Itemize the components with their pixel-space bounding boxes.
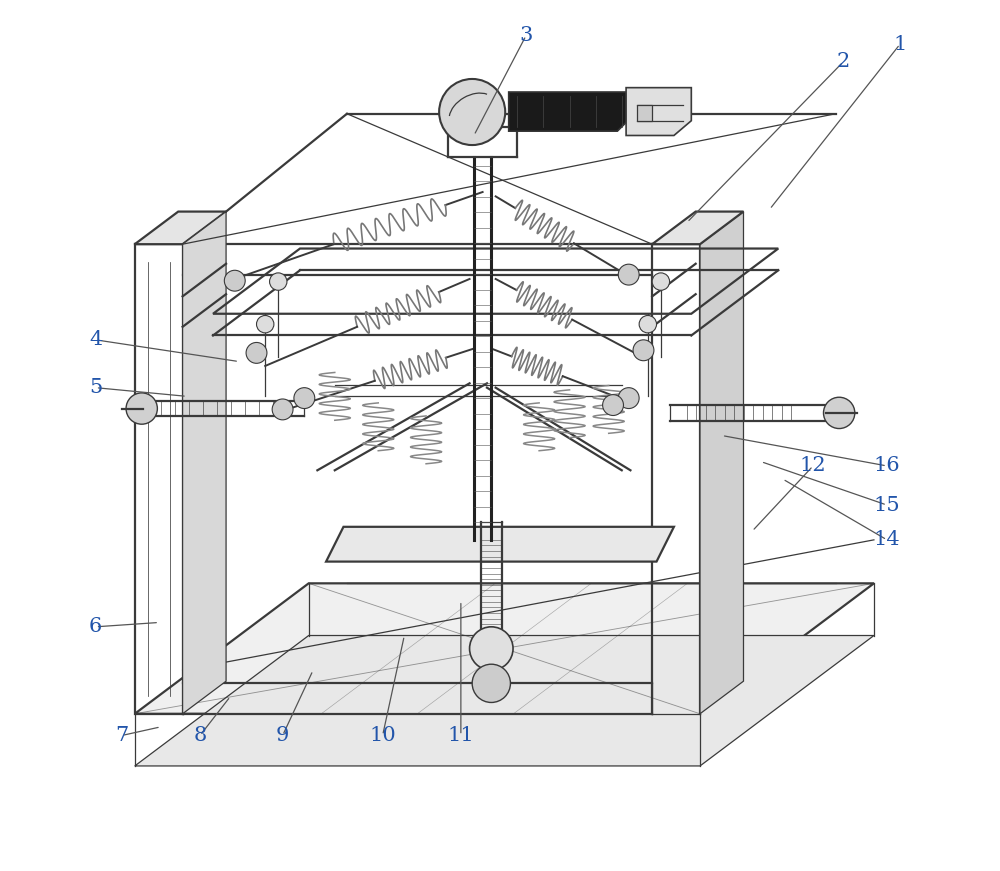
Polygon shape <box>700 212 743 713</box>
Circle shape <box>639 315 657 333</box>
Text: 1: 1 <box>893 35 907 54</box>
Text: 14: 14 <box>874 530 900 550</box>
Text: 11: 11 <box>447 726 474 745</box>
Circle shape <box>618 388 639 408</box>
Polygon shape <box>626 88 691 136</box>
Text: 16: 16 <box>874 456 900 476</box>
Circle shape <box>126 393 157 424</box>
Circle shape <box>270 273 287 290</box>
Text: 10: 10 <box>369 726 396 745</box>
Text: 5: 5 <box>89 378 102 397</box>
Circle shape <box>257 315 274 333</box>
Circle shape <box>823 397 855 429</box>
Polygon shape <box>135 584 874 713</box>
Polygon shape <box>509 92 630 132</box>
Text: 3: 3 <box>519 26 533 45</box>
Text: 7: 7 <box>115 726 128 745</box>
Text: 15: 15 <box>874 496 900 515</box>
Polygon shape <box>326 527 674 562</box>
Polygon shape <box>652 212 743 244</box>
Polygon shape <box>637 105 652 121</box>
Text: 4: 4 <box>89 330 102 349</box>
Text: 9: 9 <box>276 726 289 745</box>
Text: 12: 12 <box>800 456 826 476</box>
Circle shape <box>224 270 245 291</box>
Circle shape <box>439 79 505 145</box>
Circle shape <box>472 665 510 703</box>
Circle shape <box>272 399 293 420</box>
Polygon shape <box>135 212 226 244</box>
Circle shape <box>652 273 670 290</box>
Circle shape <box>633 340 654 361</box>
Circle shape <box>246 342 267 363</box>
Circle shape <box>470 627 513 671</box>
Text: 6: 6 <box>89 618 102 637</box>
Text: 2: 2 <box>837 52 850 71</box>
Polygon shape <box>183 212 226 713</box>
Circle shape <box>618 264 639 285</box>
Circle shape <box>603 395 623 415</box>
Polygon shape <box>135 636 874 766</box>
Text: 8: 8 <box>193 726 207 745</box>
Circle shape <box>294 388 315 408</box>
